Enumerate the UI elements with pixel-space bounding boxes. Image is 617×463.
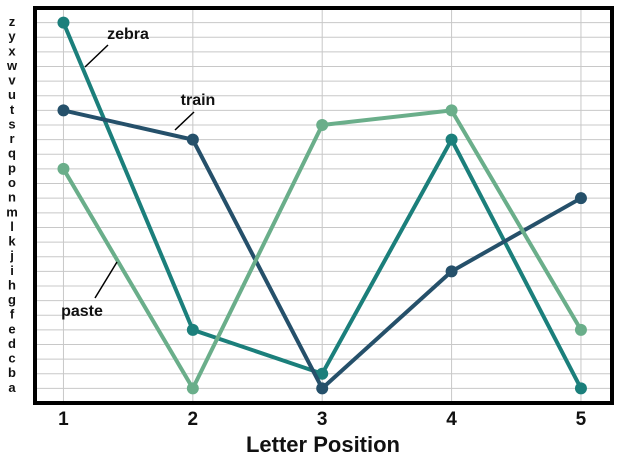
x-tick-label: 3 bbox=[317, 409, 328, 430]
series-annotation: paste bbox=[61, 303, 103, 320]
point bbox=[445, 133, 458, 146]
point bbox=[57, 16, 70, 29]
series-annotation: zebra bbox=[107, 26, 149, 43]
point bbox=[57, 162, 70, 175]
point bbox=[186, 323, 199, 336]
x-tick-label: 2 bbox=[188, 409, 199, 430]
point bbox=[316, 119, 329, 132]
y-tick-label: b bbox=[8, 365, 16, 380]
y-tick-label: c bbox=[8, 351, 15, 366]
point bbox=[445, 265, 458, 278]
y-tick-label: x bbox=[8, 43, 16, 58]
series-annotation: train bbox=[181, 92, 216, 109]
y-tick-label: t bbox=[10, 102, 15, 117]
y-tick-label: q bbox=[8, 146, 16, 161]
point bbox=[57, 104, 70, 117]
y-tick-label: n bbox=[8, 190, 16, 205]
y-tick-label: r bbox=[9, 131, 14, 146]
y-tick-label: o bbox=[8, 175, 16, 190]
y-tick-label: j bbox=[9, 248, 14, 263]
x-tick-label: 5 bbox=[576, 409, 587, 430]
y-tick-label: e bbox=[8, 321, 15, 336]
y-tick-label: f bbox=[10, 307, 15, 322]
y-tick-label: k bbox=[8, 234, 16, 249]
x-axis-label: Letter Position bbox=[246, 432, 400, 457]
plot-frame bbox=[33, 6, 614, 405]
y-tick-label: l bbox=[10, 219, 14, 234]
annotation-pointer bbox=[94, 261, 118, 299]
annotation-pointer bbox=[84, 44, 109, 68]
y-tick-label: h bbox=[8, 277, 16, 292]
point bbox=[574, 323, 587, 336]
y-tick-label: s bbox=[8, 116, 15, 131]
y-tick-label: y bbox=[8, 29, 16, 44]
annotation-pointer bbox=[174, 111, 195, 131]
y-tick-label: v bbox=[8, 73, 16, 88]
point bbox=[186, 382, 199, 395]
y-tick-label: w bbox=[6, 58, 18, 73]
point bbox=[186, 133, 199, 146]
point bbox=[316, 382, 329, 395]
x-tick-label: 4 bbox=[446, 409, 457, 430]
point bbox=[574, 192, 587, 205]
point bbox=[574, 382, 587, 395]
point bbox=[445, 104, 458, 117]
y-tick-label: m bbox=[6, 204, 18, 219]
y-tick-label: i bbox=[10, 263, 14, 278]
x-tick-label: 1 bbox=[58, 409, 69, 430]
y-tick-label: p bbox=[8, 160, 16, 175]
y-tick-label: a bbox=[8, 380, 16, 395]
y-tick-label: u bbox=[8, 87, 16, 102]
y-tick-label: d bbox=[8, 336, 16, 351]
point bbox=[316, 367, 329, 380]
y-tick-label: z bbox=[9, 14, 16, 29]
y-tick-label: g bbox=[8, 292, 16, 307]
